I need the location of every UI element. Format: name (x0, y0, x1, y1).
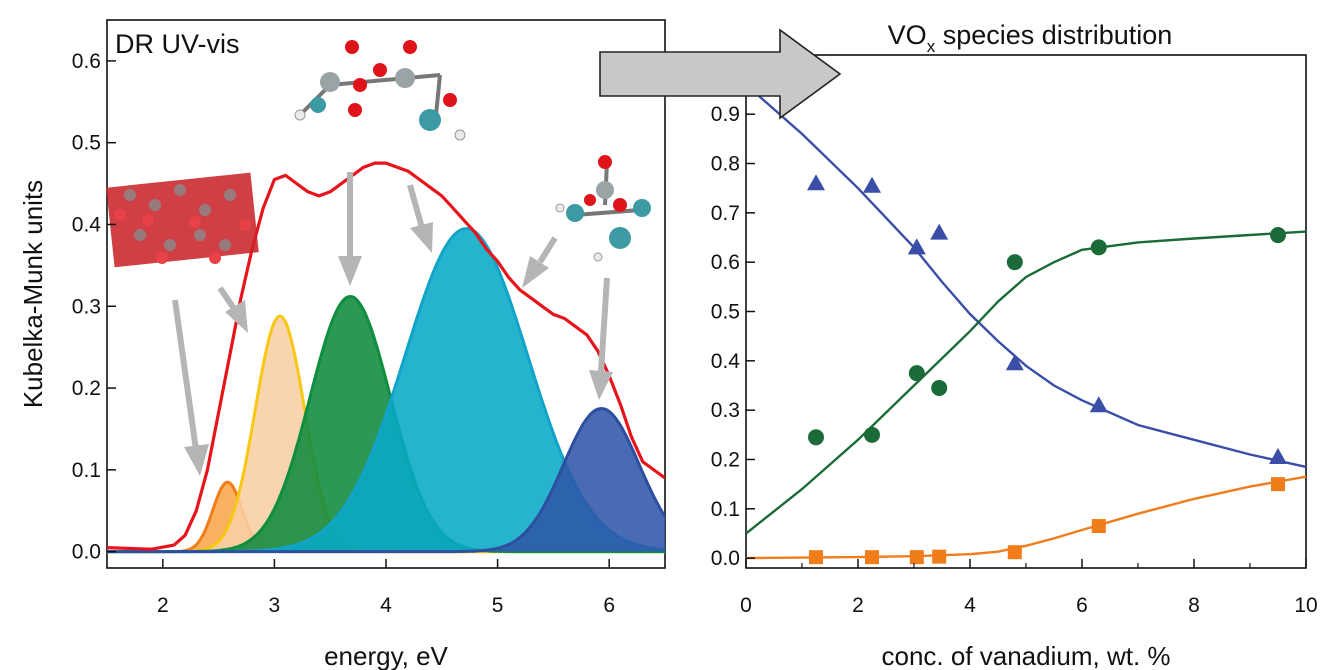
uv-x-tick-label: 6 (603, 594, 615, 617)
assignment-arrows (172, 172, 613, 476)
arrow-dimer-to-green-band (338, 172, 362, 286)
uv-x-tick-label: 5 (492, 594, 504, 617)
component-band-5 (107, 408, 665, 552)
square-fit-line (746, 475, 1306, 560)
distribution-title: VOx species distribution (888, 20, 1173, 56)
arrow-dimer-to-cyan-band (407, 184, 433, 253)
dist-y-tick-label: 0.9 (711, 103, 740, 126)
dist-x-tick-label: 0 (740, 594, 752, 617)
species-distribution-panel: 02468100.00.10.20.30.40.50.60.70.80.91.0… (711, 20, 1318, 670)
gaussian-components (107, 227, 665, 554)
arrow-monomer-to-blue-band (589, 277, 613, 400)
dist-y-tick-label: 0.4 (711, 350, 741, 373)
dist-y-tick-label: 0.2 (711, 448, 740, 471)
arrow-cluster-to-yellow-band (217, 286, 248, 333)
triangle-point (1005, 354, 1024, 371)
dist-x-tick-label: 4 (964, 594, 976, 617)
uv-x-tick-label: 2 (157, 594, 169, 617)
uv-y-tick-label: 0.5 (72, 132, 101, 155)
uv-vis-title: DR UV-vis (115, 29, 240, 59)
uv-x-tick-label: 3 (269, 594, 281, 617)
circle-point (908, 365, 925, 382)
dist-y-tick-label: 0.6 (711, 251, 740, 274)
uv-vis-y-axis-label: Kubelka-Munk units (18, 180, 48, 408)
triangle-point (1269, 448, 1287, 465)
distribution-x-axis-label: conc. of vanadium, wt. % (881, 641, 1170, 670)
circle-point (808, 429, 824, 446)
uv-vis-x-axis-label: energy, eV (324, 641, 448, 670)
square-point (909, 550, 924, 565)
circle-point (1006, 254, 1023, 271)
dimer-molecule-illustration (294, 40, 466, 141)
uv-y-tick-label: 0.6 (72, 50, 101, 73)
circle-point (864, 426, 880, 443)
circle-point (1270, 227, 1286, 244)
dist-y-tick-label: 0.7 (711, 202, 740, 225)
circle-fit-line (746, 230, 1306, 535)
arrow-cluster-to-orange-band (172, 299, 209, 476)
triangle-point (1089, 396, 1108, 413)
uv-y-tick-label: 0.3 (72, 295, 101, 318)
square-point (932, 549, 947, 564)
uv-y-tick-label: 0.2 (72, 377, 101, 400)
triangle-point (863, 176, 881, 193)
uv-x-tick-label: 4 (380, 594, 392, 617)
square-point (865, 550, 879, 565)
distribution-title-rest: species distribution (935, 20, 1172, 50)
dist-y-tick-label: 0.1 (711, 498, 740, 521)
arrow-monomer-to-shoulder (522, 236, 558, 288)
data-points (807, 174, 1287, 565)
triangle-fit-line (746, 83, 1306, 469)
crystal-cluster-illustration (106, 172, 259, 268)
circle-point (931, 379, 948, 396)
dist-y-tick-label: 0.3 (711, 399, 740, 422)
triangle-point (930, 223, 949, 240)
square-point (809, 550, 823, 565)
square-point (1271, 477, 1285, 492)
distribution-plot-frame (745, 54, 1307, 569)
dist-y-tick-label: 0.0 (711, 547, 740, 570)
component-band-4 (107, 228, 665, 552)
dist-x-tick-label: 8 (1188, 594, 1200, 617)
uv-vis-panel: DR UV-vis 2 3 4 5 6 0.0 0.1 0.2 0.3 0.4 0.5 0.6 ene… (18, 19, 666, 670)
circle-point (1090, 239, 1107, 256)
triangle-point (807, 174, 825, 191)
distribution-title-main: VO (888, 20, 927, 50)
dist-y-tick-label: 0.8 (711, 153, 740, 176)
dist-x-tick-label: 2 (852, 594, 864, 617)
transition-arrow (599, 28, 842, 120)
distribution-title-subscript: x (927, 37, 936, 56)
dist-y-tick-label: 0.5 (711, 301, 740, 324)
uv-y-tick-label: 0.1 (72, 459, 101, 482)
uv-y-tick-label: 0.4 (72, 213, 102, 236)
dist-x-tick-label: 10 (1294, 594, 1317, 617)
square-point (1007, 545, 1022, 560)
uv-y-tick-label: 0.0 (72, 541, 101, 564)
component-outline-5 (107, 407, 665, 554)
square-point (1091, 519, 1106, 534)
component-band-2 (107, 316, 665, 552)
triangle-point (907, 238, 926, 255)
monomer-molecule-illustration (555, 155, 651, 262)
fit-curves (746, 83, 1306, 560)
uv-vis-axes: 2 3 4 5 6 0.0 0.1 0.2 0.3 0.4 0.5 0.6 (72, 50, 615, 617)
dist-x-tick-label: 6 (1076, 594, 1088, 617)
